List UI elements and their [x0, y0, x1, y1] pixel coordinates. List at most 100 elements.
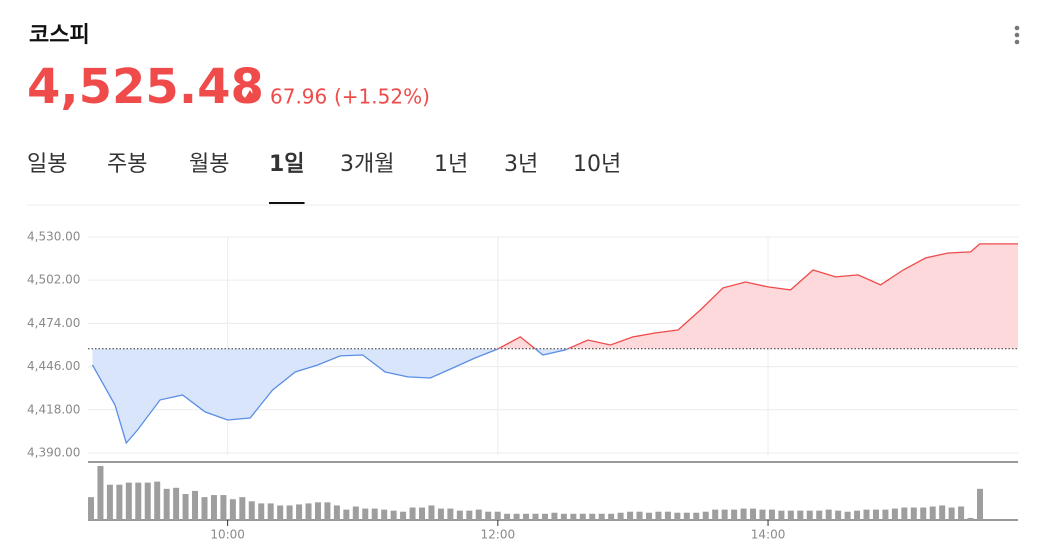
y-tick-label: 4,446.00 — [27, 359, 80, 373]
volume-bar — [400, 511, 407, 520]
volume-bar — [787, 510, 794, 520]
y-tick-label: 4,530.00 — [27, 229, 80, 243]
tab[interactable]: 월봉 — [189, 152, 229, 177]
up-arrow — [244, 90, 256, 100]
volume-bar — [504, 513, 511, 520]
x-tick-label: 14:00 — [751, 528, 786, 542]
volume-bar — [447, 508, 454, 520]
volume-bar — [570, 513, 577, 520]
volume-bar — [437, 508, 444, 520]
volume-bar — [163, 488, 170, 520]
volume-bar — [958, 506, 965, 520]
volume-bar — [882, 509, 889, 520]
volume-bar — [910, 507, 917, 520]
tab[interactable]: 1년 — [434, 152, 468, 177]
volume-bar — [466, 510, 473, 520]
tab[interactable]: 3년 — [504, 152, 538, 177]
volume-bar — [920, 507, 927, 520]
y-tick-label: 4,502.00 — [27, 273, 80, 287]
volume-bar — [731, 509, 738, 520]
volume-bar — [551, 512, 558, 520]
y-tick-label: 4,474.00 — [27, 316, 80, 330]
volume-bar — [702, 511, 709, 520]
volume-bar — [192, 490, 199, 520]
volume-bar — [97, 466, 104, 520]
volume-bar — [381, 509, 388, 520]
volume-bar — [816, 510, 823, 520]
y-tick-label: 4,418.00 — [27, 402, 80, 416]
volume-bar — [674, 512, 681, 520]
volume-bar — [513, 513, 520, 520]
volume-bar — [608, 513, 615, 520]
volume-bar — [239, 497, 246, 520]
volume-bar — [901, 507, 908, 520]
dot — [1014, 32, 1020, 38]
volume-bar — [636, 511, 643, 520]
tab[interactable]: 3개월 — [340, 152, 394, 177]
dot — [1014, 25, 1020, 31]
volume-bar — [343, 509, 350, 520]
tab[interactable]: 1일 — [269, 152, 305, 177]
volume-bar — [768, 509, 775, 520]
volume-bar — [825, 509, 832, 520]
tab[interactable]: 일봉 — [27, 152, 67, 177]
volume-bar — [967, 517, 974, 520]
tab[interactable]: 10년 — [573, 152, 621, 177]
volume-bar — [305, 503, 312, 520]
volume-bar — [797, 510, 804, 520]
volume-bar — [210, 495, 217, 520]
volume-bar — [409, 507, 416, 520]
volume-bar — [419, 507, 426, 520]
area-down — [92, 348, 568, 443]
volume-bar — [352, 506, 359, 520]
x-tick-label: 10:00 — [210, 528, 245, 542]
volume-bar — [589, 513, 596, 520]
volume-bar — [740, 508, 747, 520]
volume-bar — [267, 503, 274, 520]
volume-bar — [523, 513, 530, 520]
change: 67.96 — [270, 85, 327, 109]
volume-bar — [201, 497, 208, 520]
volume-bar — [929, 506, 936, 520]
change-percent: (+1.52%) — [334, 85, 430, 109]
volume-bar — [494, 511, 501, 520]
title: 코스피 — [29, 23, 90, 48]
volume-bar — [579, 513, 586, 520]
volume-bar — [532, 513, 539, 520]
volume-bar — [277, 505, 284, 520]
volume-bar — [88, 497, 94, 520]
volume-bar — [645, 512, 652, 520]
price: 4,525.48 — [27, 59, 264, 115]
volume-bar — [655, 511, 662, 520]
volume-bar — [428, 505, 435, 520]
volume-bar — [485, 511, 492, 520]
volume-bar — [182, 494, 189, 520]
volume-bar — [125, 482, 132, 520]
volume-bar — [116, 484, 123, 520]
volume-bar — [683, 512, 690, 520]
volume-bar — [806, 510, 813, 520]
volume-bar — [693, 512, 700, 520]
area-up — [92, 243, 1018, 349]
volume-bar — [390, 510, 397, 520]
volume-bar — [106, 484, 113, 520]
line-down — [91, 348, 570, 445]
volume-bar — [835, 510, 842, 520]
volume-bar — [362, 508, 369, 520]
volume-bar — [617, 512, 624, 520]
dot — [1014, 39, 1020, 45]
volume-bar — [248, 501, 255, 520]
tab[interactable]: 주봉 — [107, 152, 147, 177]
volume-bar — [258, 503, 265, 520]
volume-bar — [456, 510, 463, 520]
volume-bar — [475, 509, 482, 520]
volume-bar — [371, 508, 378, 520]
volume-bar — [939, 505, 946, 520]
menu-button[interactable] — [1014, 25, 1020, 45]
volume-bar — [541, 513, 548, 520]
volume-bar — [229, 499, 236, 520]
volume-bar — [759, 509, 766, 520]
volume-bar — [863, 509, 870, 520]
volume-bar — [872, 509, 879, 520]
